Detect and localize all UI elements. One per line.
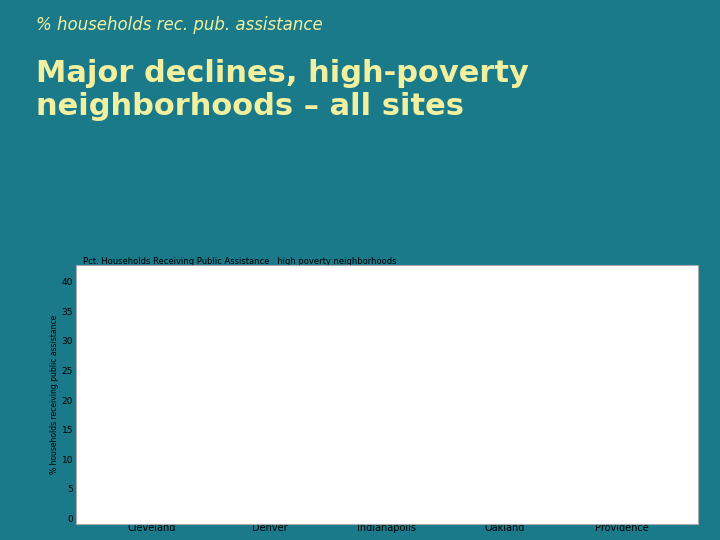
Text: 17: 17	[166, 407, 178, 416]
Text: 6: 6	[287, 472, 293, 481]
Bar	[387, 471, 428, 518]
Legend: 1990, 2000: 1990, 2000	[635, 274, 687, 312]
Bar	[152, 418, 193, 518]
Bar	[622, 430, 664, 518]
Text: 19: 19	[520, 395, 531, 404]
Text: 35: 35	[125, 301, 137, 309]
Text: Pct. Households Receiving Public Assistance   high poverty neighborhoods: Pct. Households Receiving Public Assista…	[83, 258, 396, 266]
Text: 19: 19	[243, 395, 254, 404]
Bar	[228, 406, 269, 518]
Bar	[269, 483, 310, 518]
Text: 26: 26	[596, 354, 608, 363]
Bar	[110, 312, 152, 518]
Y-axis label: % households receiving public assistance: % households receiving public assistance	[50, 315, 59, 474]
Text: 8: 8	[405, 460, 410, 469]
Text: 18: 18	[361, 401, 372, 410]
Text: 15: 15	[637, 419, 649, 428]
Bar	[581, 364, 622, 518]
Bar	[346, 412, 387, 518]
Text: 33: 33	[478, 313, 490, 321]
Text: % households rec. pub. assistance: % households rec. pub. assistance	[36, 16, 323, 34]
Text: Major declines, high-poverty
neighborhoods – all sites: Major declines, high-poverty neighborhoo…	[36, 59, 529, 121]
Bar	[505, 406, 546, 518]
Bar	[464, 323, 505, 518]
